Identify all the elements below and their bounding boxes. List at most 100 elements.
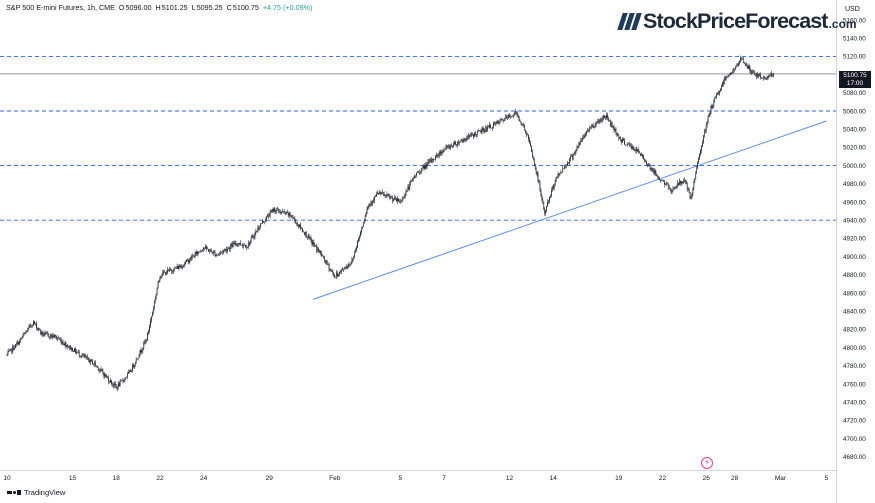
candle-body	[27, 328, 29, 332]
trendline-group[interactable]	[312, 120, 827, 300]
candle-body	[425, 165, 427, 168]
candle-body	[392, 197, 394, 202]
candle-body	[426, 163, 428, 168]
candle-body	[350, 263, 352, 265]
x-tick-label: 26	[703, 475, 711, 482]
candle-body	[636, 148, 638, 152]
candle-body	[59, 339, 61, 340]
candle-body	[374, 196, 375, 201]
lightning-icon[interactable]: ⚡	[701, 457, 713, 469]
candle-body	[58, 339, 60, 340]
candle-body	[480, 131, 482, 133]
candle-body	[659, 178, 660, 180]
candle-body	[40, 331, 42, 334]
candle-body	[198, 251, 200, 253]
candle-body	[377, 192, 378, 195]
candle-body	[253, 237, 255, 238]
candle-body	[622, 138, 623, 143]
candle-body	[63, 344, 65, 346]
candle-body	[379, 192, 380, 194]
candle-body	[579, 142, 581, 143]
candle-body	[539, 182, 541, 190]
candle-body	[181, 266, 183, 268]
candle-body	[232, 243, 234, 247]
candle-body	[331, 270, 333, 272]
candle-body	[12, 346, 14, 352]
candle-body	[236, 243, 238, 245]
y-tick-label: 4720.00	[843, 418, 866, 425]
tradingview-branding[interactable]: TradingView	[7, 488, 65, 497]
candle-body	[96, 365, 98, 367]
candle-body	[255, 231, 257, 234]
candle-body	[569, 158, 570, 164]
candle-body	[537, 174, 539, 182]
candle-body	[436, 154, 437, 157]
candle-body	[180, 266, 182, 268]
candle-body	[131, 370, 132, 372]
candle-body	[56, 336, 57, 339]
candle-body	[278, 208, 280, 212]
candle-body	[324, 259, 326, 263]
candle-body	[92, 360, 93, 365]
candle-body	[408, 186, 410, 189]
candle-body	[705, 124, 707, 132]
candle-body	[701, 146, 702, 151]
candle-body	[72, 347, 73, 352]
candle-body	[493, 122, 494, 128]
candle-body	[731, 72, 733, 74]
candle-body	[597, 120, 599, 122]
candle-body	[114, 383, 115, 386]
candle-body	[581, 140, 583, 141]
candle-body	[437, 154, 438, 156]
candle-body	[284, 211, 285, 213]
candle-body	[527, 134, 528, 135]
candle-body	[182, 266, 184, 268]
candle-body	[648, 164, 650, 166]
candle-body	[696, 168, 698, 174]
candle-body	[589, 128, 590, 131]
candle-body	[231, 244, 233, 247]
candle-body	[228, 247, 230, 250]
candle-body	[745, 63, 747, 67]
candle-body	[641, 154, 642, 156]
candle-body	[361, 228, 362, 233]
candle-body	[48, 334, 50, 337]
candle-body	[381, 191, 383, 194]
candle-body	[368, 204, 370, 207]
candle-body	[106, 376, 108, 378]
candle-body	[208, 248, 209, 252]
x-tick-label: 14	[550, 475, 558, 482]
candle-body	[364, 216, 366, 221]
candle-body	[599, 119, 601, 123]
candle-body	[15, 344, 16, 348]
candle-body	[523, 124, 525, 127]
candle-body	[365, 212, 367, 217]
symbol-title: S&P 500 E-mini Futures, 1h, CME	[6, 3, 115, 12]
candle-body	[108, 377, 109, 382]
candle-body	[230, 244, 232, 247]
candle-body	[765, 78, 767, 79]
candle-body	[212, 251, 214, 254]
candle-body	[69, 345, 71, 348]
candle-body	[411, 180, 413, 182]
candle-body	[516, 111, 518, 117]
candle-body	[245, 245, 246, 248]
candle-body	[505, 116, 507, 118]
site-logo[interactable]: StockPriceForecast .com	[617, 8, 857, 34]
candle-body	[481, 129, 483, 133]
candle-body	[759, 74, 760, 76]
candle-body	[536, 172, 538, 175]
candle-body	[290, 215, 292, 217]
candle-body	[74, 348, 75, 352]
candle-body	[461, 140, 463, 141]
candle-body	[629, 144, 631, 146]
candle-body	[285, 211, 287, 214]
candle-body	[167, 269, 168, 274]
candle-body	[294, 218, 296, 221]
candle-body	[522, 124, 524, 126]
x-tick-label: 22	[156, 475, 164, 482]
candle-body	[25, 331, 27, 333]
candle-body	[140, 350, 142, 352]
candle-body	[351, 260, 353, 264]
